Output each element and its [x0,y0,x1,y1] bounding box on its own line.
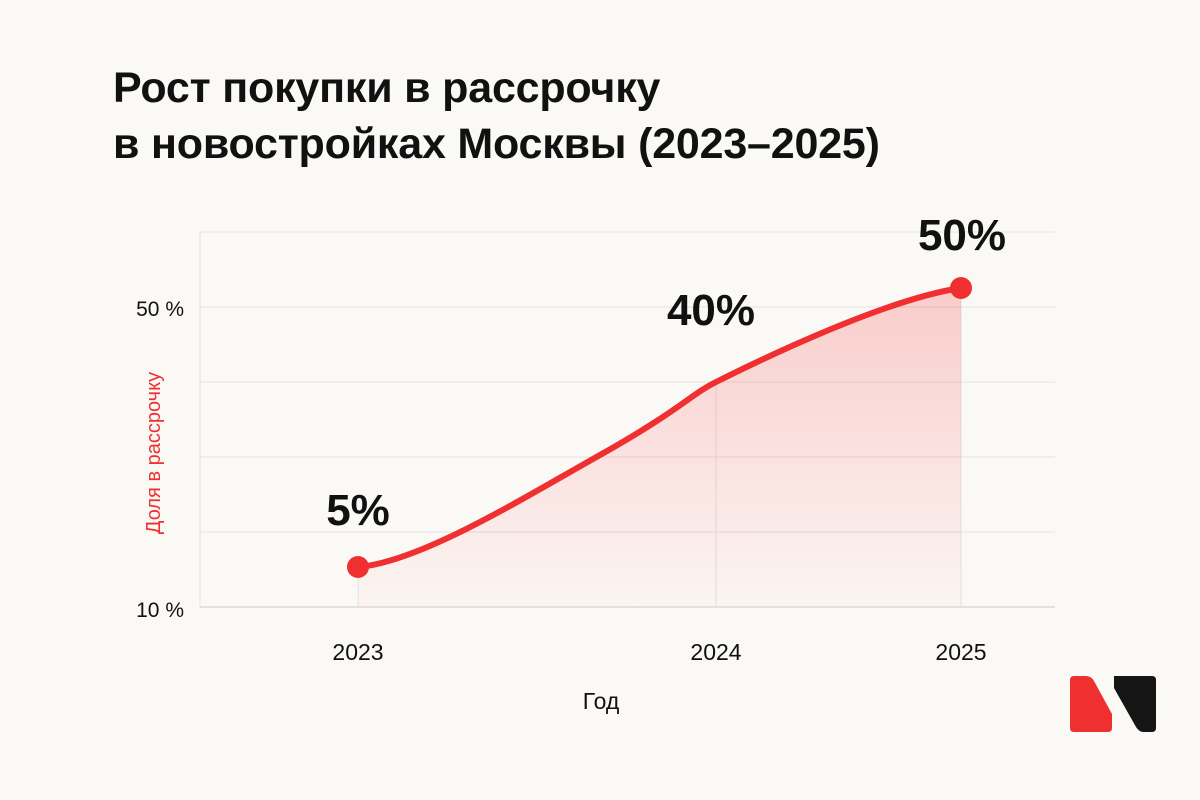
series-line [355,285,964,570]
data-point [347,556,369,578]
y-tick-label: 10 % [136,599,184,622]
data-label: 40% [667,286,755,335]
chart-title-line-2: в новостройках Москвы (2023–2025) [113,120,880,168]
series-area [358,288,961,607]
x-tick-label: 2023 [332,639,383,665]
brand-logo-icon [1070,676,1156,732]
data-label: 50% [918,211,1006,260]
chart-title-line-1: Рост покупки в рассрочку [113,64,661,112]
chart-title: Рост покупки в рассрочку в новостройках … [113,60,1113,172]
x-tick-label: 2025 [935,639,986,665]
x-tick-label: 2024 [690,639,741,665]
series-line-path [355,285,964,570]
x-axis-title: Год [583,688,620,714]
data-points [347,277,972,578]
y-axis-title: Доля в рассрочку [143,372,165,534]
data-labels: 5% 40% 50% [326,211,1006,535]
axes: 10 % 50 % 2023 2024 2025 Год Доля в рассрочку [136,298,986,714]
data-label: 5% [326,486,390,535]
data-point [950,277,972,299]
brand-logo-dark-shape [1114,676,1156,732]
y-tick-label: 50 % [136,298,184,321]
area-fill [358,288,961,607]
brand-logo-red-shape [1070,676,1112,732]
